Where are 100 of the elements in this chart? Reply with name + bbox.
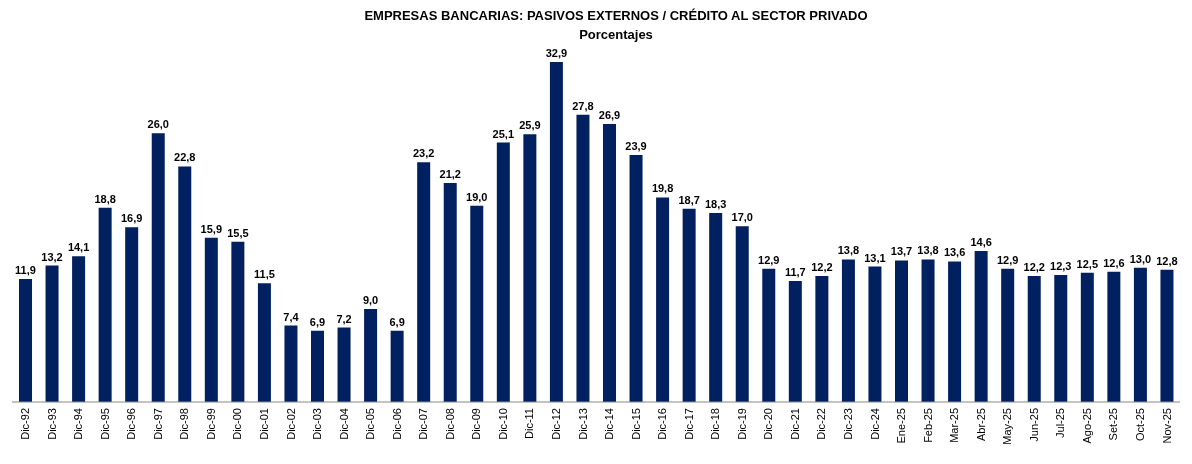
bar xyxy=(390,330,404,402)
bar xyxy=(895,260,908,402)
data-label: 25,1 xyxy=(492,127,515,140)
bar xyxy=(1001,268,1015,402)
x-tick-label: Nov-25 xyxy=(1160,408,1173,444)
data-label: 14,1 xyxy=(67,241,90,254)
data-label: 12,8 xyxy=(1156,254,1178,267)
bar xyxy=(709,212,723,402)
x-tick-label: Dic-18 xyxy=(709,408,722,440)
data-label: 6,9 xyxy=(309,315,326,328)
x-tick-label: Dic-07 xyxy=(417,408,430,440)
data-label: 12,9 xyxy=(758,253,780,266)
bar xyxy=(974,251,988,402)
bar xyxy=(788,281,802,402)
x-tick-label: Dic-10 xyxy=(496,408,509,440)
bar xyxy=(72,256,86,402)
x-tick-label: Mar-25 xyxy=(948,408,961,443)
bar xyxy=(762,268,776,402)
data-label: 13,6 xyxy=(943,246,966,259)
bar xyxy=(364,308,378,402)
bar xyxy=(125,227,139,402)
x-tick-label: Dic-06 xyxy=(390,408,403,440)
x-tick-label: Dic-01 xyxy=(257,408,270,440)
data-label: 12,3 xyxy=(1050,259,1072,272)
x-tick-label: Dic-02 xyxy=(284,408,297,440)
data-label: 26,0 xyxy=(147,118,169,131)
bar xyxy=(841,259,855,402)
data-label: 23,2 xyxy=(412,147,435,160)
data-label: 26,9 xyxy=(598,109,621,122)
bar xyxy=(1054,274,1068,402)
bar xyxy=(19,279,32,402)
bar xyxy=(629,155,643,402)
data-label: 12,5 xyxy=(1076,257,1099,270)
bar xyxy=(204,237,218,402)
bar xyxy=(1080,272,1094,402)
x-tick-label: Dic-96 xyxy=(125,408,138,440)
bar xyxy=(1133,267,1147,402)
data-label: 9,0 xyxy=(362,293,379,306)
bar xyxy=(523,134,537,402)
data-label: 13,2 xyxy=(41,250,63,263)
x-tick-label: Dic-14 xyxy=(603,408,616,440)
data-label: 12,2 xyxy=(811,260,833,273)
data-label: 12,6 xyxy=(1103,256,1125,269)
bar xyxy=(496,142,510,402)
bar xyxy=(682,208,696,402)
x-tick-label: Dic-93 xyxy=(45,408,58,440)
x-tick-label: Dic-11 xyxy=(523,408,536,439)
data-label: 18,3 xyxy=(704,197,727,210)
bar xyxy=(178,166,192,402)
data-label: 6,9 xyxy=(389,315,405,328)
data-label: 25,9 xyxy=(519,119,541,132)
data-label: 12,9 xyxy=(996,253,1019,266)
bar xyxy=(948,261,962,402)
x-tick-label: Dic-19 xyxy=(735,408,748,440)
x-tick-label: Dic-94 xyxy=(72,408,85,440)
chart-title: EMPRESAS BANCARIAS: PASIVOS EXTERNOS / CRÉDITO AL SECTOR PRIVADO xyxy=(363,8,869,23)
bar xyxy=(151,133,165,402)
x-tick-label: Dic-00 xyxy=(231,408,244,440)
x-tick-label: Dic-16 xyxy=(656,408,669,440)
data-label: 32,9 xyxy=(545,47,568,59)
data-label: 23,9 xyxy=(625,140,647,153)
bar xyxy=(417,162,431,402)
data-label: 7,2 xyxy=(336,312,352,325)
data-label: 19,8 xyxy=(651,182,674,195)
x-tick-label: Dic-98 xyxy=(178,408,191,440)
x-tick-label: Dic-97 xyxy=(151,408,164,440)
data-label: 15,5 xyxy=(227,226,249,239)
bar xyxy=(257,283,271,402)
chart-subtitle: Porcentajes xyxy=(578,27,654,42)
x-tick-label: Set-25 xyxy=(1107,408,1120,441)
data-label: 18,7 xyxy=(678,193,700,206)
data-label: 11,7 xyxy=(784,266,806,279)
x-tick-label: Dic-22 xyxy=(815,408,828,440)
data-label: 27,8 xyxy=(572,99,594,112)
bar xyxy=(576,114,590,402)
x-tick-label: Oct-25 xyxy=(1133,408,1146,442)
bar xyxy=(45,265,59,402)
x-tick-label: Jun-25 xyxy=(1027,408,1040,442)
x-tick-label: Dic-21 xyxy=(788,408,801,440)
bar xyxy=(549,62,563,402)
data-label: 15,9 xyxy=(200,222,223,235)
x-tick-label: Dic-03 xyxy=(311,408,324,440)
bar xyxy=(231,241,245,402)
data-label: 12,2 xyxy=(1023,260,1045,273)
x-tick-label: Dic-15 xyxy=(629,408,642,440)
x-tick-label: Dic-09 xyxy=(470,408,483,440)
x-tick-label: Feb-25 xyxy=(921,408,934,443)
data-label: 13,8 xyxy=(837,244,860,257)
x-tick-label: Dic-23 xyxy=(841,408,854,440)
x-tick-label: Dic-99 xyxy=(204,408,217,440)
x-tick-label: Dic-20 xyxy=(762,408,775,440)
bar xyxy=(1160,269,1174,402)
bar xyxy=(470,205,484,402)
x-tick-label: Jul-25 xyxy=(1054,408,1067,438)
data-label: 13,7 xyxy=(890,245,913,258)
bar xyxy=(603,124,616,402)
bar xyxy=(868,266,882,402)
bar xyxy=(284,325,298,402)
bar xyxy=(815,275,829,402)
x-tick-label: Dic-92 xyxy=(19,408,32,440)
